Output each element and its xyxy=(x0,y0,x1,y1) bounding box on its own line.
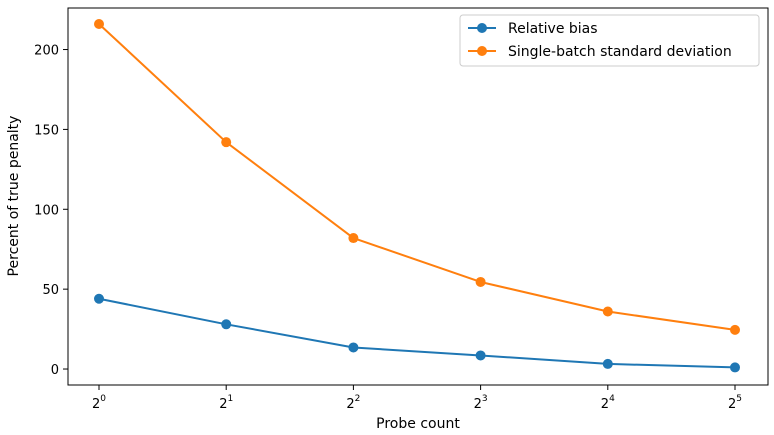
x-tick-label: 25 xyxy=(728,394,742,412)
x-tick-label: 23 xyxy=(474,394,488,412)
x-tick-label: 20 xyxy=(92,394,106,412)
y-tick-label: 200 xyxy=(34,44,59,59)
data-point xyxy=(94,18,104,29)
legend-swatch-marker xyxy=(477,46,487,56)
legend-label: Single-batch standard deviation xyxy=(508,44,732,60)
data-point xyxy=(94,293,104,304)
y-tick-label: 0 xyxy=(51,363,59,378)
x-tick-label: 22 xyxy=(346,394,360,412)
data-point xyxy=(348,342,359,353)
legend-box xyxy=(459,14,760,67)
y-tick-label: 50 xyxy=(42,283,59,298)
data-point xyxy=(730,362,740,373)
data-point xyxy=(602,306,613,317)
legend: Relative bias Single-batch standard devia… xyxy=(459,14,760,67)
y-tick-label: 100 xyxy=(34,203,59,218)
plot-area xyxy=(67,7,769,386)
data-point xyxy=(475,276,486,287)
x-axis-ticks: 20 21 22 23 24 25 xyxy=(92,385,742,412)
legend-label: Relative bias xyxy=(508,21,598,37)
data-point xyxy=(475,350,486,361)
series-line-2 xyxy=(98,23,736,331)
series-line-1 xyxy=(98,297,736,369)
series-layer xyxy=(94,18,740,373)
legend-swatch-marker xyxy=(477,23,487,33)
data-point xyxy=(348,233,359,244)
data-point xyxy=(730,324,740,335)
x-tick-label: 24 xyxy=(601,394,615,412)
x-tick-label: 21 xyxy=(219,394,233,412)
x-axis-label: Probe count xyxy=(376,416,460,432)
data-point xyxy=(602,358,613,369)
y-tick-label: 150 xyxy=(34,123,59,138)
y-axis-label: Percent of true penalty xyxy=(6,116,22,277)
y-axis-ticks: 0 50 100 150 200 xyxy=(34,44,68,378)
data-point xyxy=(221,137,232,148)
data-point xyxy=(221,319,232,330)
